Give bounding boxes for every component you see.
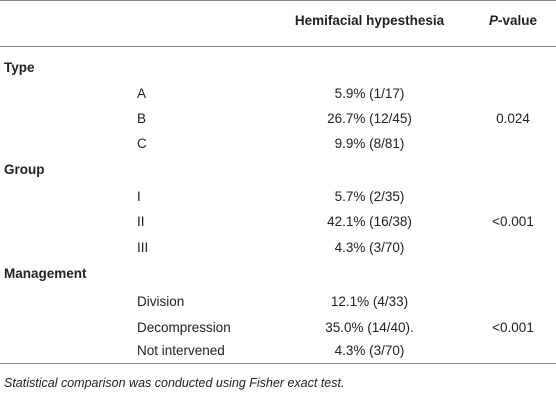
row-label: B (137, 111, 147, 126)
table-row: I 5.7% (2/35) (0, 184, 556, 210)
section-title: Management (4, 266, 87, 281)
header-p-value: P-value (470, 8, 556, 34)
table-bottom-rule (0, 363, 556, 364)
row-value: 35.0% (14/40). (325, 320, 414, 335)
header-hypesthesia: Hemifacial hypesthesia (294, 13, 445, 28)
row-value: 9.9% (8/81) (334, 136, 405, 151)
section-title: Type (4, 60, 35, 75)
row-value: 26.7% (12/45) (327, 111, 412, 126)
row-label: I (137, 189, 141, 204)
row-value: 5.9% (1/17) (334, 86, 405, 101)
table-header-row: Hemifacial hypesthesia P-value (0, 8, 556, 34)
table-top-rule (0, 0, 556, 1)
table-row: II 42.1% (16/38) <0.001 (0, 209, 556, 235)
row-label: Not intervened (137, 343, 225, 358)
row-label: Division (137, 294, 185, 309)
table-header-rule (0, 46, 556, 47)
section-row-management: Management (0, 261, 556, 287)
row-value: 12.1% (4/33) (330, 294, 409, 309)
row-value: 4.3% (3/70) (334, 240, 405, 255)
row-value: 42.1% (16/38) (327, 214, 412, 229)
row-value: 4.3% (3/70) (334, 343, 405, 358)
section-row-type: Type (0, 55, 556, 81)
row-label: Decompression (137, 320, 231, 335)
row-label: II (137, 214, 145, 229)
table-row: A 5.9% (1/17) (0, 81, 556, 107)
row-label: A (137, 86, 147, 101)
section-row-group: Group (0, 157, 556, 183)
table-row: B 26.7% (12/45) 0.024 (0, 106, 556, 132)
header-p-rest: -value (497, 13, 538, 28)
row-label: C (137, 136, 147, 151)
table-row: C 9.9% (8/81) (0, 131, 556, 157)
row-p-value: <0.001 (492, 320, 534, 335)
row-value: 5.7% (2/35) (334, 189, 405, 204)
row-p-value: 0.024 (496, 111, 530, 126)
row-p-value: <0.001 (492, 214, 534, 229)
table-footnote: Statistical comparison was conducted usi… (4, 376, 345, 390)
table-row: Decompression 35.0% (14/40). <0.001 (0, 315, 556, 341)
table-row: III 4.3% (3/70) (0, 235, 556, 261)
row-label: III (137, 240, 149, 255)
table-row: Division 12.1% (4/33) (0, 289, 556, 315)
table-row: Not intervened 4.3% (3/70) (0, 338, 556, 364)
header-p-italic: P (488, 13, 498, 28)
section-title: Group (4, 162, 45, 177)
